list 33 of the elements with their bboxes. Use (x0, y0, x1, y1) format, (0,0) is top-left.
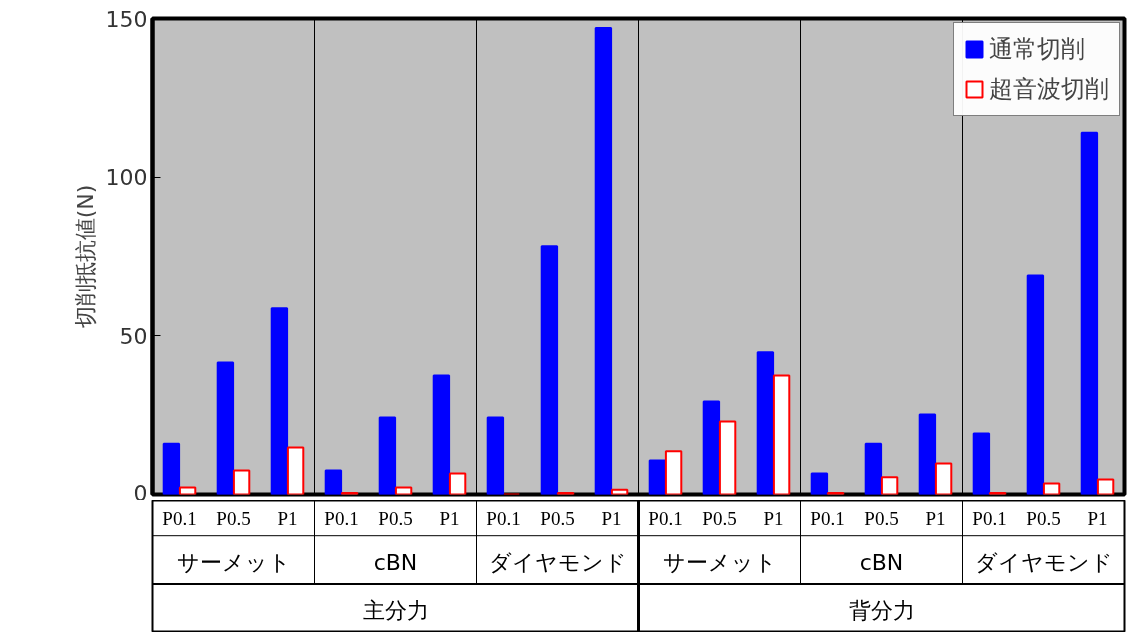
x-tick-label: P1 (1087, 507, 1108, 529)
text: cBN (373, 549, 418, 575)
text: cBN (859, 549, 904, 575)
x-tick-label: P1 (763, 507, 784, 529)
x-tick-label: P0.1 (648, 507, 683, 529)
x-tick-label: P0.5 (864, 507, 899, 529)
legend-label: 超音波切削 (989, 74, 1109, 105)
text: ダイヤモンド (488, 549, 627, 575)
x-tick-label: P0.5 (702, 507, 737, 529)
text: サーメット (176, 549, 291, 575)
x-tick-label: P1 (277, 507, 298, 529)
x-tick-label: P0.1 (972, 507, 1007, 529)
x-tick-label: P0.1 (162, 507, 197, 529)
y-tick-label: 150 (105, 6, 148, 32)
text: 背分力 (848, 598, 915, 623)
x-tick-label: P1 (601, 507, 622, 529)
legend-label: 通常切削 (989, 34, 1085, 65)
x-tick-label: P1 (439, 507, 460, 529)
y-tick-label: 50 (119, 323, 148, 349)
x-tick-label: P0.1 (324, 507, 359, 529)
text: ダイヤモンド (974, 549, 1113, 575)
y-tick-label: 100 (105, 165, 148, 191)
y-axis-title: 切削抵抗値(N) (72, 184, 98, 329)
x-tick-label: P0.5 (540, 507, 575, 529)
text: 主分力 (362, 598, 429, 623)
y-tick-label: 0 (133, 480, 148, 506)
x-tick-label: P0.5 (216, 507, 251, 529)
x-tick-label: P0.5 (378, 507, 413, 529)
x-tick-label: P1 (925, 507, 946, 529)
text: サーメット (662, 549, 777, 575)
x-tick-label: P0.1 (810, 507, 845, 529)
x-tick-label: P0.1 (486, 507, 521, 529)
x-tick-label: P0.5 (1026, 507, 1061, 529)
